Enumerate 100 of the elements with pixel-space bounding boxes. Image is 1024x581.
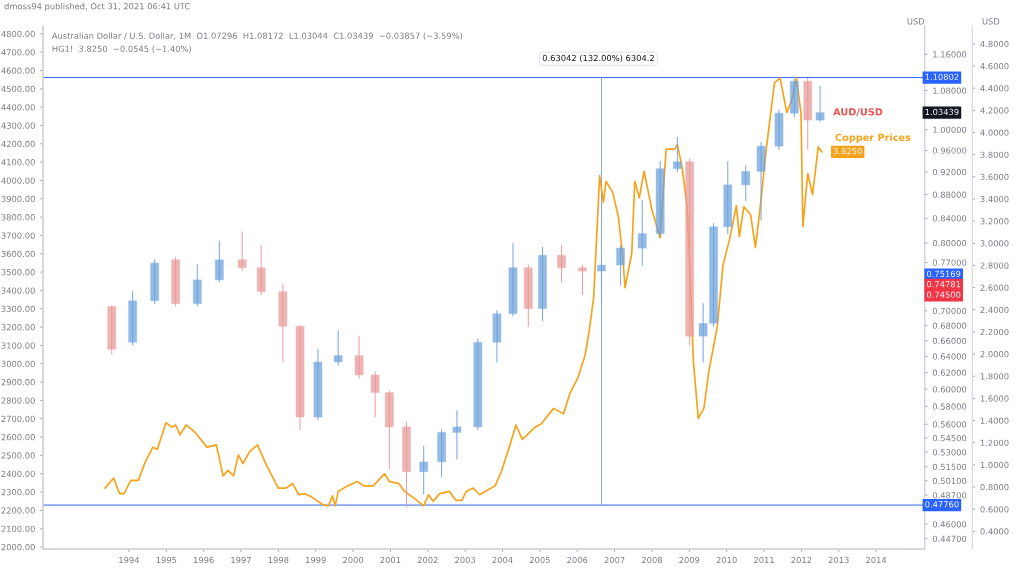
candlestick [673,136,682,172]
y3-tick-label: 2.2000 [980,328,1009,336]
x-tick-label: 1995 [156,556,177,564]
y2-tick-label: 0.56000 [932,421,967,428]
candlestick [685,158,695,346]
candlestick [597,262,606,305]
candlestick [333,330,343,366]
candlestick [150,259,160,305]
y-tick-label: 3300.00 [1,305,35,313]
y-tick-label: 4000.00 [1,177,35,184]
y3-tick-label: 2.0000 [980,351,1009,358]
candlestick [215,240,224,283]
y2-tick-label: 0.46000 [932,521,967,528]
y-tick-label: 2800.00 [1,397,35,404]
y-tick-label: 2200.00 [1,507,35,514]
candlestick [557,245,566,283]
candlestick [508,243,518,317]
y-tick-label: 3000.00 [1,360,35,368]
y2-tick-label: 0.50100 [932,477,967,485]
y-tick-label: 2500.00 [1,452,35,459]
y-tick-label: 4400.00 [1,104,35,111]
y3-tick-label: 3.4000 [980,195,1009,203]
x-tick-label: 2013 [828,556,849,564]
series-label: Copper Prices [835,133,911,143]
candlestick [437,429,446,478]
x-tick-label: 2010 [716,556,737,564]
x-tick-label: 2011 [754,556,774,564]
y2-tick-label: 0.70000 [932,307,967,315]
x-tick-label: 2008 [641,556,662,564]
candlestick [803,77,813,150]
candlestick [741,165,751,201]
y-tick-label: 3500.00 [1,269,35,276]
y2-tick-label: 0.44700 [932,535,967,542]
y3-tick-label: 0.6000 [980,506,1009,513]
candlestick [492,310,502,363]
y3-tick-label: 3.2000 [980,218,1009,225]
text: 0.75169 [926,270,961,277]
y2-tick-label: 0.60000 [932,386,967,393]
text: 0.74781 [926,281,961,288]
y2-tick-label: 0.84000 [932,215,967,222]
candlestick [523,264,533,327]
y-tick-label: 3200.00 [1,324,35,331]
y3-tick-label: 1.6000 [980,395,1009,402]
candlestick [256,245,266,295]
candlestick [402,421,411,508]
candlestick [295,325,305,431]
candlestick [655,161,665,237]
y3-tick-label: 2.8000 [980,262,1009,269]
candlestick [756,142,766,221]
y2-tick-label: 0.66000 [932,337,967,345]
data-label: 3.8250 [833,148,862,155]
y3-tick-label: 3.8000 [980,151,1009,158]
y2-axis-title: USD [907,18,925,25]
y3-tick-label: 2.6000 [980,284,1009,291]
candlestick [370,371,380,418]
y2-tick-label: 0.77000 [932,259,967,266]
x-tick-label: 2006 [567,556,588,564]
y3-tick-label: 3.0000 [980,240,1009,247]
y-tick-label: 4500.00 [1,85,35,93]
y-tick-label: 2600.00 [1,434,35,441]
y2-tick-label: 0.80000 [932,240,967,247]
candlestick [789,78,799,118]
candlestick [774,109,784,150]
y-tick-label: 2900.00 [1,379,35,386]
y-tick-label: 2100.00 [1,525,35,532]
x-tick-label: 1994 [119,556,140,564]
y3-tick-label: 3.6000 [980,173,1009,181]
y3-tick-label: 1.0000 [980,461,1009,469]
annotation: HG1! 3.8250 −0.0545 (−1.40%) [52,45,191,53]
y2-tick-label: 0.58000 [932,403,967,410]
candlestick [171,256,180,307]
y2-tick-label: 0.88000 [932,191,967,198]
y-tick-label: 4300.00 [1,122,35,129]
y2-tick-label: 0.54500 [932,434,967,442]
y-tick-label: 4700.00 [1,49,35,56]
x-tick-label: 2012 [791,556,812,564]
x-tick-label: 2004 [492,556,513,564]
y-tick-label: 4800.00 [1,30,35,38]
candlestick [419,445,429,495]
text: 0.74500 [926,291,961,298]
candlestick [578,264,587,295]
y3-tick-label: 1.8000 [980,373,1009,380]
x-tick-label: 1999 [306,556,326,564]
y2-tick-label: 0.64000 [932,353,967,360]
candlestick [128,291,137,346]
annotation: Australian Dollar / U.S. Dollar, 1M O1.07296 H1.08172 L1.03044 C1.03439 −0.03857 (−3.59%) [51,32,463,40]
y2-tick-label: 0.68000 [932,322,967,329]
x-tick-label: 1997 [231,556,251,564]
x-tick-label: 2005 [529,556,550,564]
y2-tick-label: 0.62000 [932,369,967,376]
x-tick-label: 1996 [193,556,214,564]
y3-axis-title: USD [982,18,1000,25]
y2-tick-label: 1.00000 [933,126,967,133]
series-label: AUD/USD [833,108,883,117]
candlestick [473,338,483,431]
candlestick [385,390,394,470]
x-tick-label: 2003 [455,556,476,564]
y2-tick-label: 1.16000 [933,51,967,58]
x-tick-label: 1998 [268,556,289,564]
candlestick [237,231,247,271]
